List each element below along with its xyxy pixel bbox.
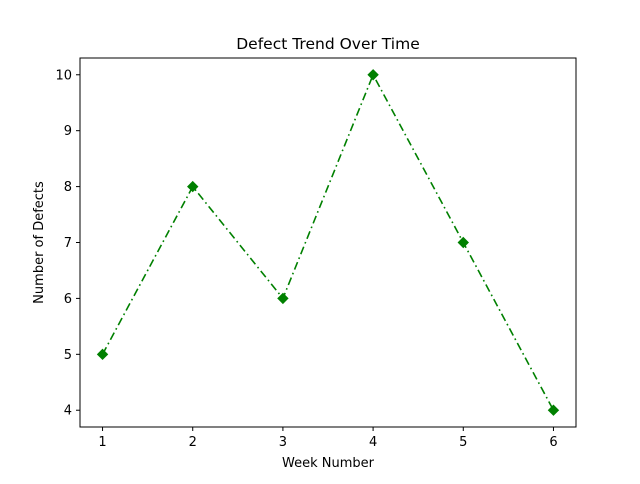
chart-title: Defect Trend Over Time <box>236 35 419 53</box>
y-tick-label: 7 <box>64 236 72 251</box>
x-tick-label: 4 <box>369 435 377 450</box>
x-tick-label: 6 <box>549 435 557 450</box>
y-tick-label: 8 <box>64 180 72 195</box>
x-tick-label: 2 <box>189 435 197 450</box>
data-point-marker <box>457 236 469 249</box>
y-tick-label: 9 <box>64 124 72 139</box>
y-tick-label: 4 <box>64 404 72 419</box>
x-axis-ticks: 1 2 3 4 5 6 <box>98 427 558 450</box>
series-layer <box>96 69 560 416</box>
plot-area <box>80 58 576 427</box>
x-tick-label: 5 <box>459 435 467 450</box>
series-line <box>101 73 555 411</box>
y-axis-label: Number of Defects <box>32 181 47 304</box>
data-point-marker <box>367 69 379 81</box>
data-point-marker <box>96 348 109 361</box>
x-tick-label: 1 <box>98 435 106 450</box>
data-point-marker <box>547 404 560 416</box>
data-point-marker <box>187 180 199 193</box>
x-tick-label: 3 <box>279 435 287 450</box>
y-axis-ticks: 4 5 6 7 8 9 10 <box>55 68 80 419</box>
y-tick-label: 10 <box>55 68 72 83</box>
y-tick-label: 5 <box>64 348 72 363</box>
data-point-marker <box>277 292 289 305</box>
y-tick-label: 6 <box>64 292 72 307</box>
plot-frame <box>79 57 577 428</box>
x-axis-label: Week Number <box>282 456 375 471</box>
